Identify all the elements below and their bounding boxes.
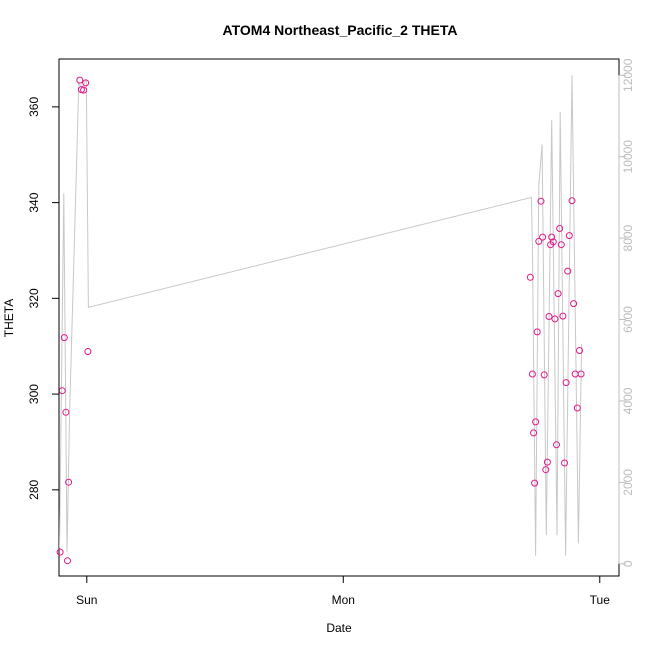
- data-point: [530, 429, 537, 437]
- data-point: [542, 466, 550, 474]
- chart-title: ATOM4 Northeast_Pacific_2 THETA: [223, 22, 458, 38]
- data-point: [80, 86, 88, 94]
- data-point: [535, 237, 543, 245]
- y2-tick-label: 8000: [621, 224, 635, 251]
- x-tick-label: Tue: [590, 593, 611, 607]
- data-point: [571, 370, 579, 378]
- y2-tick-label: 6000: [621, 306, 635, 333]
- data-point: [58, 387, 66, 395]
- data-point: [562, 379, 570, 387]
- y-tick-label: 360: [27, 97, 41, 117]
- data-point: [568, 197, 576, 205]
- data-point: [62, 408, 70, 416]
- data-point: [549, 238, 557, 246]
- data-point: [76, 76, 84, 84]
- y2-tick-label: 0: [621, 560, 635, 567]
- data-point: [548, 233, 556, 241]
- data-point: [56, 548, 64, 556]
- data-point: [565, 232, 573, 240]
- y-axis-right: 0 2000 4000 6000 8000 10000 12000: [618, 58, 635, 567]
- data-point: [557, 241, 565, 249]
- data-point: [570, 300, 578, 308]
- series-line: [59, 75, 583, 556]
- data-point: [553, 441, 560, 449]
- data-point: [526, 273, 534, 281]
- data-point: [84, 348, 92, 355]
- data-point: [573, 404, 581, 412]
- y-tick-label: 340: [27, 192, 41, 212]
- y-axis-left: 280 300 320 340 360: [27, 97, 60, 500]
- data-point: [537, 197, 545, 205]
- y2-tick-label: 12000: [621, 58, 635, 92]
- scatter-points: [56, 76, 585, 565]
- data-point: [528, 370, 536, 378]
- y2-tick-label: 4000: [621, 387, 635, 414]
- data-point: [561, 459, 568, 467]
- y-tick-label: 280: [27, 480, 41, 500]
- data-point: [576, 347, 583, 354]
- data-point: [539, 233, 547, 241]
- y2-tick-label: 10000: [621, 140, 635, 174]
- data-point: [532, 418, 540, 426]
- data-point: [556, 225, 564, 232]
- data-point: [82, 79, 90, 87]
- y-tick-label: 320: [27, 288, 41, 308]
- data-point: [554, 290, 562, 298]
- background-series-line: [59, 75, 583, 556]
- x-tick-label: Mon: [332, 593, 355, 607]
- data-point: [551, 315, 559, 323]
- x-axis: Sun Mon Tue: [76, 575, 611, 607]
- data-point: [531, 479, 539, 487]
- data-point: [543, 458, 551, 466]
- data-point: [60, 334, 68, 342]
- data-point: [65, 478, 73, 486]
- data-point: [559, 312, 567, 320]
- x-tick-label: Sun: [76, 593, 97, 607]
- data-point: [540, 371, 548, 379]
- y-axis-label: THETA: [2, 299, 16, 337]
- data-point: [545, 313, 553, 320]
- data-point: [64, 557, 71, 565]
- x-axis-label: Date: [326, 621, 352, 635]
- y2-tick-label: 2000: [621, 469, 635, 496]
- y-tick-label: 300: [27, 384, 41, 404]
- data-point: [577, 370, 585, 378]
- data-point: [533, 328, 541, 336]
- data-point: [564, 267, 572, 275]
